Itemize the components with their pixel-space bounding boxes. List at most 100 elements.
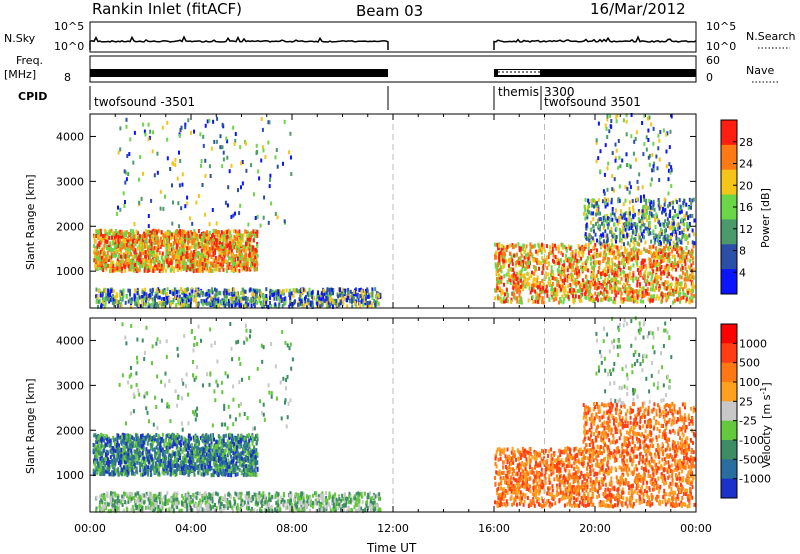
scatter-cell bbox=[288, 304, 291, 309]
scatter-cell bbox=[632, 292, 635, 297]
scatter-cell bbox=[657, 198, 660, 202]
scatter-cell bbox=[605, 285, 608, 290]
scatter-cell bbox=[94, 245, 97, 250]
scatter-cell bbox=[351, 293, 354, 297]
scatter-cell bbox=[165, 252, 168, 257]
scatter-cell bbox=[661, 281, 664, 286]
scatter-cell bbox=[336, 303, 339, 307]
scatter-cell bbox=[522, 243, 525, 248]
scatter-cell bbox=[554, 287, 557, 292]
scatter-cell bbox=[181, 264, 184, 269]
scatter-cell bbox=[606, 187, 609, 192]
scatter-cell bbox=[532, 244, 535, 249]
scatter-cell bbox=[157, 295, 160, 300]
scatter-cell bbox=[574, 255, 577, 260]
scatter-cell bbox=[565, 294, 567, 298]
scatter-cell bbox=[191, 293, 193, 298]
scatter-cell bbox=[219, 244, 222, 249]
scatter-cell bbox=[148, 293, 151, 298]
scatter-cell bbox=[660, 241, 662, 246]
scatter-cell bbox=[598, 240, 601, 245]
scatter-cell bbox=[144, 250, 147, 255]
scatter-cell bbox=[155, 288, 158, 292]
scatter-cell bbox=[201, 252, 204, 257]
scatter-cell bbox=[154, 229, 157, 233]
scatter-cell bbox=[662, 128, 665, 133]
scatter-cell bbox=[610, 251, 613, 256]
scatter-cell bbox=[647, 274, 649, 279]
scatter-cell bbox=[376, 296, 379, 301]
scatter-cell bbox=[685, 202, 688, 207]
scatter-cell bbox=[594, 200, 597, 205]
scatter-cell bbox=[181, 248, 184, 253]
scatter-cell bbox=[548, 297, 551, 302]
scatter-cell bbox=[537, 296, 540, 301]
scatter-cell bbox=[117, 300, 120, 305]
scatter-cell bbox=[162, 288, 165, 293]
scatter-cell bbox=[627, 290, 630, 295]
scatter-cell bbox=[611, 261, 614, 266]
scatter-cell bbox=[183, 238, 186, 243]
scatter-cell bbox=[615, 234, 618, 239]
scatter-cell bbox=[152, 300, 155, 305]
scatter-cell bbox=[104, 296, 107, 301]
scatter-cell bbox=[363, 290, 366, 295]
scatter-cell bbox=[687, 240, 689, 245]
scatter-cell bbox=[634, 222, 637, 227]
scatter-cell bbox=[236, 260, 239, 265]
scatter-cell bbox=[193, 250, 195, 255]
scatter-cell bbox=[200, 248, 203, 253]
scatter-cell bbox=[144, 287, 147, 292]
scatter-cell bbox=[620, 260, 623, 265]
scatter-cell bbox=[241, 160, 244, 164]
scatter-cell bbox=[166, 137, 169, 142]
scatter-cell bbox=[664, 207, 667, 212]
scatter-cell bbox=[230, 248, 233, 253]
scatter-cell bbox=[595, 208, 598, 213]
scatter-cell bbox=[253, 298, 256, 303]
scatter-cell bbox=[114, 245, 116, 250]
scatter-cell bbox=[318, 300, 320, 305]
scatter-cell bbox=[319, 293, 322, 298]
scatter-cell bbox=[556, 268, 559, 273]
scatter-cell bbox=[125, 250, 128, 254]
scatter-cell bbox=[657, 267, 660, 272]
scatter-cell bbox=[145, 296, 148, 301]
scatter-cell bbox=[681, 230, 684, 235]
scatter-cell bbox=[224, 243, 227, 248]
scatter-cell bbox=[672, 225, 675, 230]
scatter-cell bbox=[119, 238, 122, 242]
scatter-cell bbox=[632, 252, 635, 257]
scatter-cell bbox=[618, 184, 621, 189]
scatter-cell bbox=[250, 257, 252, 262]
scatter-cell bbox=[644, 249, 647, 253]
scatter-cell bbox=[674, 258, 676, 262]
scatter-cell bbox=[558, 300, 561, 305]
scatter-cell bbox=[509, 260, 512, 265]
scatter-cell bbox=[165, 295, 168, 300]
scatter-cell bbox=[658, 206, 661, 211]
scatter-cell bbox=[221, 242, 224, 247]
scatter-cell bbox=[248, 237, 251, 242]
scatter-cell bbox=[506, 292, 509, 297]
scatter-cell bbox=[139, 252, 142, 257]
scatter-cell bbox=[643, 197, 646, 202]
scatter-cell bbox=[618, 265, 621, 270]
scatter-cell bbox=[122, 263, 125, 268]
scatter-cell bbox=[192, 269, 195, 274]
scatter-cell bbox=[95, 264, 97, 269]
scatter-cell bbox=[624, 198, 627, 203]
scatter-cell bbox=[243, 296, 246, 301]
scatter-cell bbox=[526, 277, 529, 282]
scatter-cell bbox=[203, 244, 206, 249]
scatter-cell bbox=[177, 201, 180, 206]
scatter-cell bbox=[521, 267, 524, 272]
scatter-cell bbox=[535, 292, 538, 297]
scatter-cell bbox=[596, 294, 599, 299]
scatter-cell bbox=[578, 253, 581, 258]
scatter-cell bbox=[565, 253, 568, 258]
scatter-cell bbox=[197, 302, 200, 307]
scatter-cell bbox=[564, 274, 567, 279]
scatter-cell bbox=[250, 265, 252, 270]
scatter-cell bbox=[162, 259, 165, 264]
